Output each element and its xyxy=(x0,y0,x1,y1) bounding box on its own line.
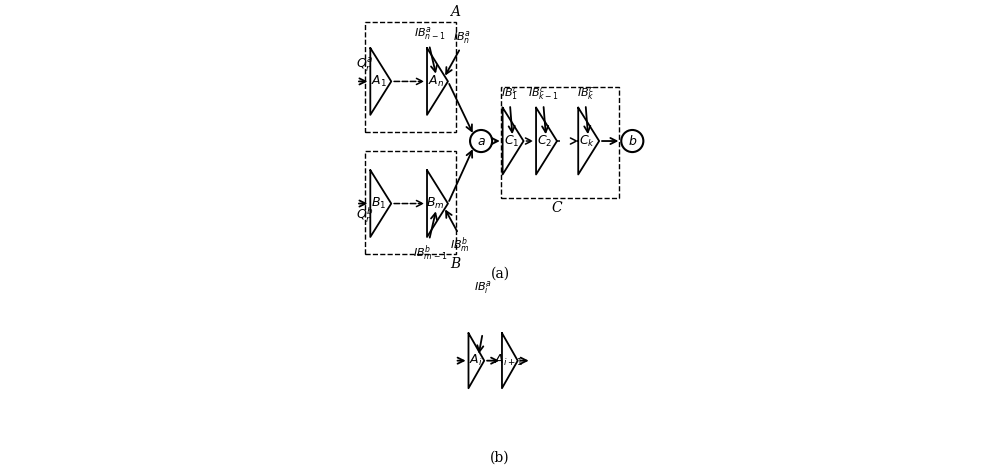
Bar xyxy=(365,151,456,254)
Text: $C_k$: $C_k$ xyxy=(579,134,595,149)
Text: $a$: $a$ xyxy=(477,135,486,148)
Bar xyxy=(501,87,619,198)
Text: (a): (a) xyxy=(490,266,510,280)
Text: $b$: $b$ xyxy=(628,134,637,148)
Text: $A_i$: $A_i$ xyxy=(469,353,482,368)
Bar xyxy=(365,22,456,132)
Text: $IB_1^c$: $IB_1^c$ xyxy=(501,84,519,102)
Text: $IB_k^c$: $IB_k^c$ xyxy=(577,84,594,102)
Text: $IB_n^a$: $IB_n^a$ xyxy=(453,29,471,46)
Text: $A_n$: $A_n$ xyxy=(428,74,444,89)
Text: B: B xyxy=(450,257,460,272)
Text: $A_1$: $A_1$ xyxy=(371,74,387,89)
Text: $C_2$: $C_2$ xyxy=(537,134,552,149)
Text: $IB_i^a$: $IB_i^a$ xyxy=(474,279,492,295)
Text: (b): (b) xyxy=(490,450,510,464)
Text: $B_m$: $B_m$ xyxy=(426,196,445,211)
Text: $IB_{n-1}^a$: $IB_{n-1}^a$ xyxy=(414,25,446,42)
Text: $Q_r^b$: $Q_r^b$ xyxy=(356,205,374,225)
Text: $IB_{k-1}^c$: $IB_{k-1}^c$ xyxy=(528,84,559,102)
Text: $A_{i+1}$: $A_{i+1}$ xyxy=(494,353,523,368)
Text: $B_1$: $B_1$ xyxy=(371,196,387,211)
Text: C: C xyxy=(551,201,562,215)
Text: $C_1$: $C_1$ xyxy=(504,134,519,149)
Text: A: A xyxy=(450,5,460,19)
Text: $IB_{m-1}^b$: $IB_{m-1}^b$ xyxy=(413,243,447,263)
Text: $IB_m^b$: $IB_m^b$ xyxy=(450,235,469,255)
Text: $Q_r^a$: $Q_r^a$ xyxy=(356,57,374,74)
